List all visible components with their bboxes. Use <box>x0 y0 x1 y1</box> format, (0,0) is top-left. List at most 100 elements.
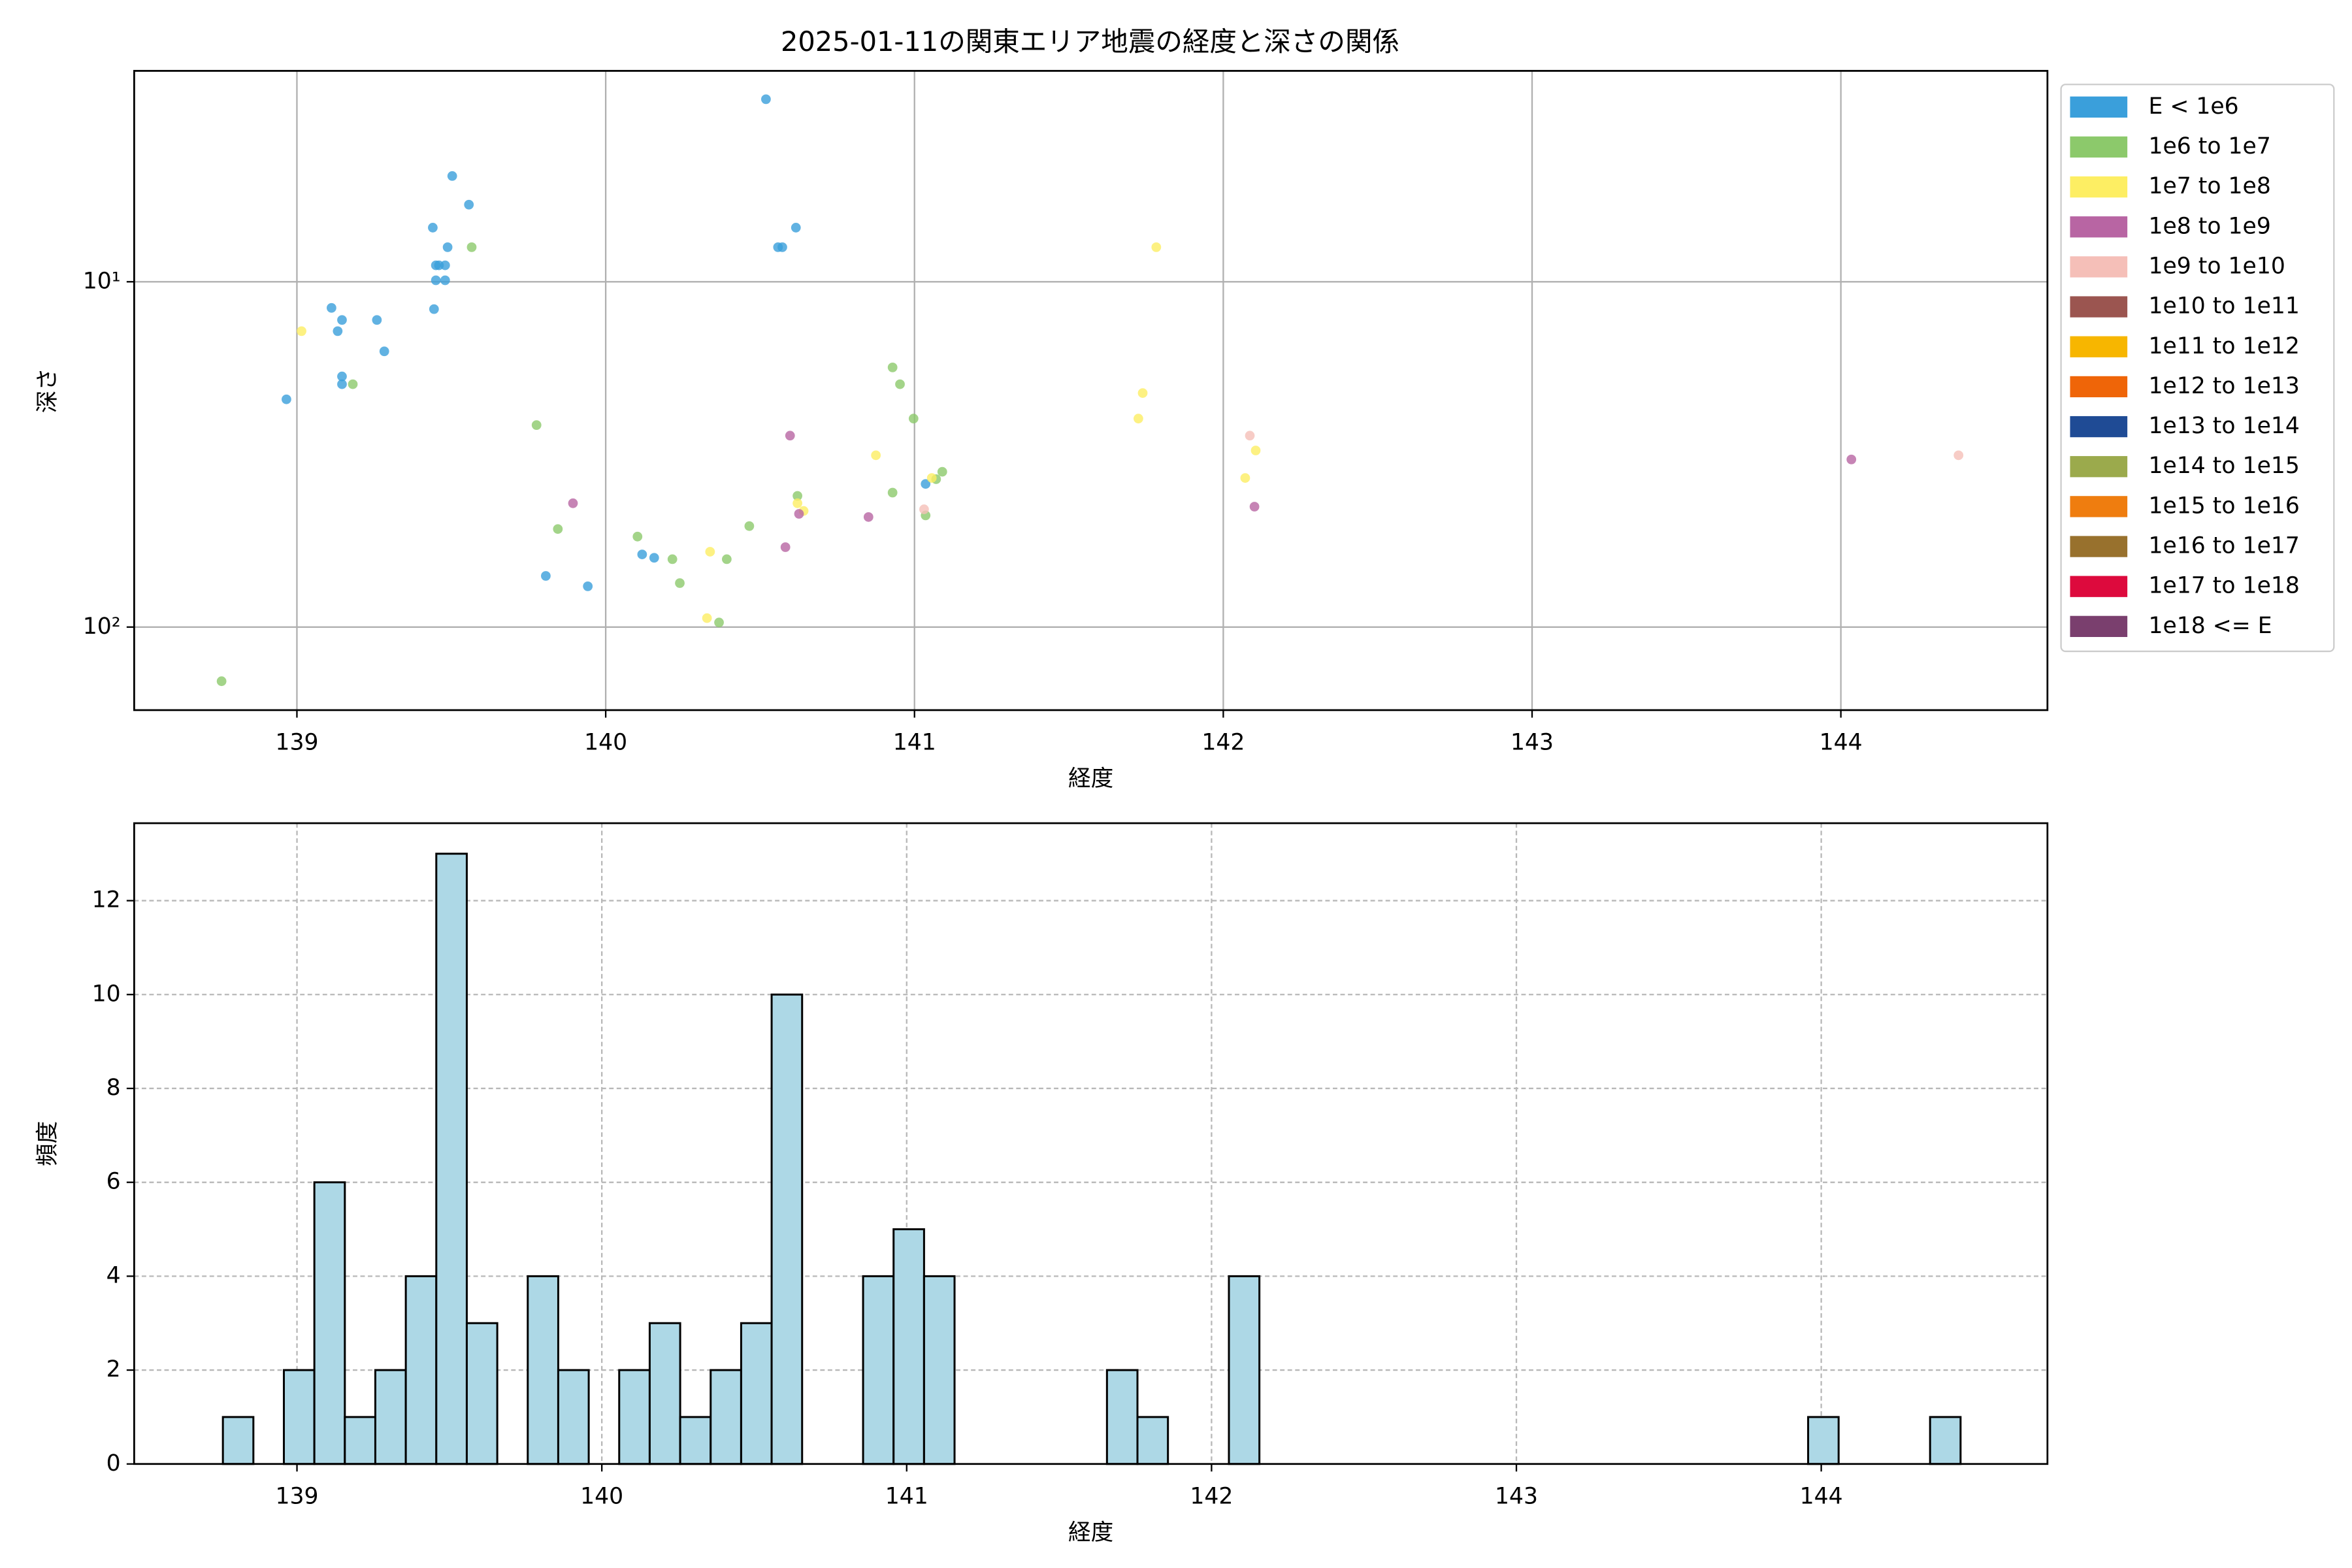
point <box>887 362 898 372</box>
legend-swatch <box>2070 336 2128 357</box>
point <box>466 242 477 252</box>
axes-frame <box>133 822 2049 1465</box>
y-tick-label: 4 <box>106 1262 121 1288</box>
legend-swatch <box>2070 216 2128 238</box>
legend-swatch <box>2070 96 2128 118</box>
point <box>702 613 712 623</box>
point <box>714 617 724 628</box>
bar <box>557 1369 590 1465</box>
point <box>464 199 474 210</box>
point <box>649 553 659 563</box>
bar <box>1105 1369 1139 1465</box>
point <box>919 504 929 514</box>
point <box>1953 450 1964 461</box>
point <box>863 512 874 522</box>
bar <box>313 1181 346 1465</box>
legend-swatch <box>2070 376 2128 398</box>
point <box>791 223 801 233</box>
bar <box>344 1416 376 1465</box>
bar <box>618 1369 651 1465</box>
point <box>792 498 802 508</box>
bar <box>221 1416 255 1465</box>
legend-swatch <box>2070 615 2128 637</box>
legend-label: 1e10 to 1e11 <box>2148 293 2299 319</box>
legend-label: 1e7 to 1e8 <box>2148 173 2270 199</box>
point <box>553 524 563 534</box>
x-axis-label: 経度 <box>1068 1520 1113 1546</box>
point <box>667 554 678 564</box>
point <box>348 379 358 389</box>
bar <box>648 1322 681 1465</box>
legend-swatch <box>2070 136 2128 158</box>
axes-frame <box>133 70 2049 711</box>
point <box>1245 431 1255 441</box>
point <box>429 304 439 314</box>
point <box>327 302 336 313</box>
bar <box>710 1369 742 1465</box>
point <box>895 379 905 389</box>
y-tick-label: 2 <box>106 1356 121 1382</box>
bar <box>435 853 468 1465</box>
point <box>926 473 937 483</box>
point <box>1240 473 1250 483</box>
legend-label: 1e16 to 1e17 <box>2148 533 2299 559</box>
point <box>1134 414 1143 424</box>
legend-swatch <box>2070 576 2128 597</box>
legend-swatch <box>2070 296 2128 318</box>
legend-label: E < 1e6 <box>2148 93 2238 120</box>
x-axis-label: 経度 <box>1068 766 1113 792</box>
point <box>792 491 802 501</box>
point <box>531 420 542 430</box>
legend-label: 1e8 to 1e9 <box>2148 213 2270 239</box>
x-tick-label: 141 <box>885 1484 928 1510</box>
point <box>871 450 881 461</box>
point <box>431 275 441 286</box>
x-tick-label: 141 <box>893 730 936 756</box>
legend-label: 1e15 to 1e16 <box>2148 493 2299 519</box>
point <box>887 487 898 498</box>
legend-box <box>2060 84 2335 653</box>
point <box>379 346 389 357</box>
plot-area <box>134 71 2048 710</box>
point <box>785 431 795 441</box>
legend-label: 1e12 to 1e13 <box>2148 373 2299 399</box>
bar <box>1807 1416 1840 1465</box>
legend-swatch <box>2070 456 2128 478</box>
point <box>447 171 457 181</box>
legend-swatch <box>2070 176 2128 198</box>
x-tick-label: 139 <box>276 1484 319 1510</box>
bar <box>892 1228 925 1465</box>
point <box>583 581 593 591</box>
point <box>442 242 453 252</box>
x-tick-label: 142 <box>1190 1484 1233 1510</box>
x-tick-label: 140 <box>584 730 627 756</box>
x-tick-label: 144 <box>1820 730 1863 756</box>
point <box>908 414 919 424</box>
point <box>761 94 771 105</box>
point <box>282 394 291 404</box>
point <box>1137 388 1148 398</box>
legend-label: 1e18 <= E <box>2148 613 2272 639</box>
point <box>794 509 804 519</box>
point <box>780 542 791 552</box>
bar <box>740 1322 773 1465</box>
point <box>337 371 347 382</box>
y-tick-label: 10 <box>92 981 121 1007</box>
bar <box>465 1322 498 1465</box>
x-tick-label: 139 <box>275 730 318 756</box>
point <box>637 549 647 559</box>
point <box>216 676 227 687</box>
legend-label: 1e13 to 1e14 <box>2148 413 2299 439</box>
bar <box>404 1275 438 1465</box>
y-tick-label: 10² <box>83 613 121 640</box>
legend-label: 1e6 to 1e7 <box>2148 133 2270 159</box>
bar <box>1929 1416 1962 1465</box>
bar <box>527 1275 559 1465</box>
legend-label: 1e14 to 1e15 <box>2148 453 2299 479</box>
bar <box>770 993 804 1465</box>
point <box>337 315 347 325</box>
point <box>632 531 643 542</box>
bar <box>1228 1275 1261 1465</box>
bar <box>374 1369 407 1465</box>
